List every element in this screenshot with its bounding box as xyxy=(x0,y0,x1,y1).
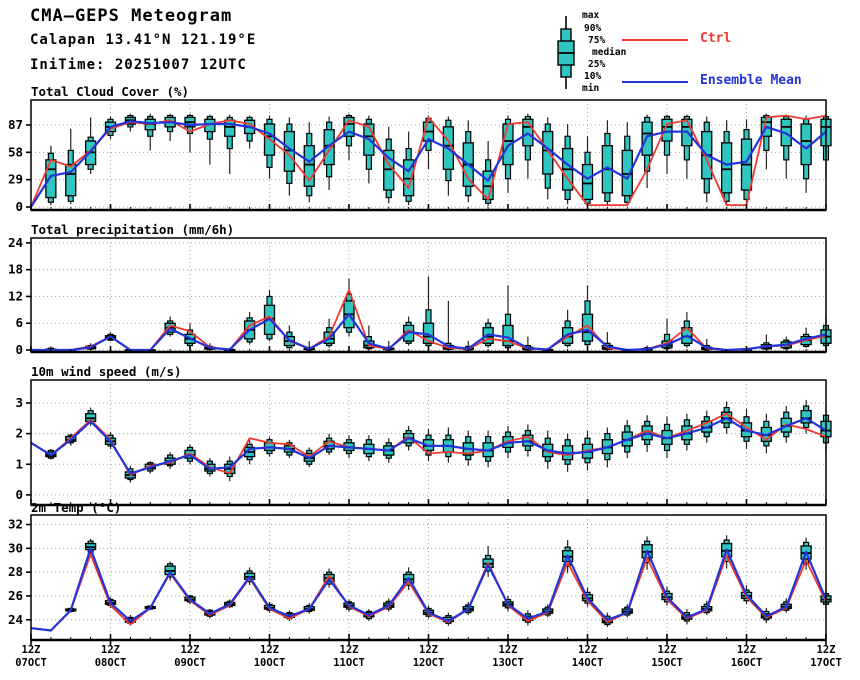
ensemble-mean-line xyxy=(30,417,827,475)
x-tick-hour: 12Z xyxy=(340,644,359,656)
y-tick-label: 28 xyxy=(8,564,23,579)
y-tick-label: 0 xyxy=(15,342,23,357)
box-25-75 xyxy=(45,159,57,199)
box-25-75 xyxy=(621,149,633,197)
ensemble-mean-line xyxy=(31,313,827,352)
y-tick-labels: 0 6 12 18 24 xyxy=(8,235,31,357)
y-tick-label: 24 xyxy=(8,612,23,627)
x-tick-hour: 12Z xyxy=(499,644,518,656)
axis-border xyxy=(30,379,827,507)
legend-min-label: min xyxy=(582,83,600,94)
y-tick-label: 12 xyxy=(8,288,23,303)
x-axis-labels: 12Z07OCT12Z08OCT12Z09OCT12Z10OCT12Z11OCT… xyxy=(15,644,842,669)
box-25-75 xyxy=(661,118,673,142)
y-tick-label: 29 xyxy=(8,172,23,187)
box-25-75 xyxy=(224,119,236,137)
panel-title-precip: Total precipitation (mm/6h) xyxy=(31,222,235,237)
legend-25-label: 25% xyxy=(588,59,606,70)
legend-10-label: 10% xyxy=(584,71,602,82)
x-tick-date: 10OCT xyxy=(254,657,286,669)
legend-75-label: 75% xyxy=(588,35,606,46)
x-tick-date: 12OCT xyxy=(413,657,445,669)
x-tick-date: 15OCT xyxy=(651,657,683,669)
y-tick-labels: 0 1 2 3 xyxy=(15,395,31,502)
box-25-75 xyxy=(720,142,733,194)
panel-cloud: 0 29 58 87 xyxy=(8,99,832,214)
x-tick-hour: 12Z xyxy=(419,644,438,656)
panel-title-cloud: Total Cloud Cover (%) xyxy=(31,84,190,99)
box-plot-group xyxy=(45,113,832,207)
x-tick-date: 11OCT xyxy=(333,657,365,669)
grid xyxy=(31,100,826,210)
ensemble-mean-line-sample xyxy=(622,81,688,83)
box-plot-group xyxy=(45,399,832,483)
y-tick-label: 6 xyxy=(15,315,23,330)
legend-median-label: median xyxy=(592,47,627,58)
y-tick-label: 26 xyxy=(8,588,23,603)
ensemble-mean-line xyxy=(30,120,827,208)
y-tick-label: 87 xyxy=(8,117,23,132)
x-tick-hour: 12Z xyxy=(737,644,756,656)
x-tick-hour: 12Z xyxy=(101,644,120,656)
x-tick-hour: 12Z xyxy=(22,644,41,656)
y-tick-label: 3 xyxy=(15,395,23,410)
axis-border xyxy=(30,514,827,645)
x-tick-date: 08OCT xyxy=(95,657,127,669)
box-25-75 xyxy=(323,129,335,166)
y-tick-label: 58 xyxy=(8,144,23,159)
x-tick-date: 14OCT xyxy=(572,657,604,669)
x-tick-hour: 12Z xyxy=(817,644,836,656)
y-tick-label: 24 xyxy=(8,235,23,250)
x-tick-date: 16OCT xyxy=(731,657,763,669)
page-title: CMA—GEPS Meteogram xyxy=(30,6,233,26)
ctrl-line xyxy=(31,288,827,351)
axis-border xyxy=(30,237,827,354)
ensemble-mean-line xyxy=(30,547,828,632)
grid xyxy=(31,515,826,640)
box-25-75 xyxy=(800,409,812,424)
box-25-75 xyxy=(303,145,315,187)
y-tick-label: 2 xyxy=(15,426,23,441)
axis-border xyxy=(30,99,827,212)
y-tick-label: 1 xyxy=(15,456,23,471)
ensemble-mean-legend-label: Ensemble Mean xyxy=(700,73,802,88)
box-25-75 xyxy=(402,159,415,197)
ctrl-legend-label: Ctrl xyxy=(700,31,732,46)
panel-precip: 0 6 12 18 24 xyxy=(8,235,832,357)
x-tick-hour: 12Z xyxy=(658,644,677,656)
y-tick-label: 0 xyxy=(15,199,23,214)
y-tick-labels: 0 29 58 87 xyxy=(8,117,31,214)
box-25-75 xyxy=(65,163,77,197)
initime-line: IniTime: 20251007 12UTC xyxy=(30,57,247,73)
legend-max-label: max xyxy=(582,10,600,21)
y-tick-labels: 24 26 28 30 32 xyxy=(8,517,31,627)
location-line: Calapan 13.41°N 121.19°E xyxy=(30,32,257,48)
x-tick-hour: 12Z xyxy=(260,644,279,656)
box-25-75 xyxy=(581,163,594,201)
panel-wind: 0 1 2 3 xyxy=(15,379,832,507)
y-tick-label: 18 xyxy=(8,262,23,277)
legend-90-label: 90% xyxy=(584,23,602,34)
y-tick-label: 0 xyxy=(15,487,23,502)
panel-title-wind: 10m wind speed (m/s) xyxy=(31,364,182,379)
x-tick-date: 17OCT xyxy=(810,657,842,669)
ctrl-line-sample xyxy=(622,39,688,41)
x-tick-hour: 12Z xyxy=(578,644,597,656)
box-25-75 xyxy=(542,130,554,175)
x-tick-date: 07OCT xyxy=(15,657,47,669)
panel-temp: 24 26 28 30 32 xyxy=(8,514,832,645)
box-25-75 xyxy=(502,324,514,347)
y-tick-label: 30 xyxy=(8,540,23,555)
y-tick-label: 32 xyxy=(8,517,23,532)
x-tick-hour: 12Z xyxy=(181,644,200,656)
x-tick-date: 13OCT xyxy=(492,657,524,669)
x-tick-date: 09OCT xyxy=(174,657,206,669)
legend-box-glyph-icon xyxy=(557,16,575,89)
panel-title-temp: 2m Temp (°C) xyxy=(31,500,122,515)
